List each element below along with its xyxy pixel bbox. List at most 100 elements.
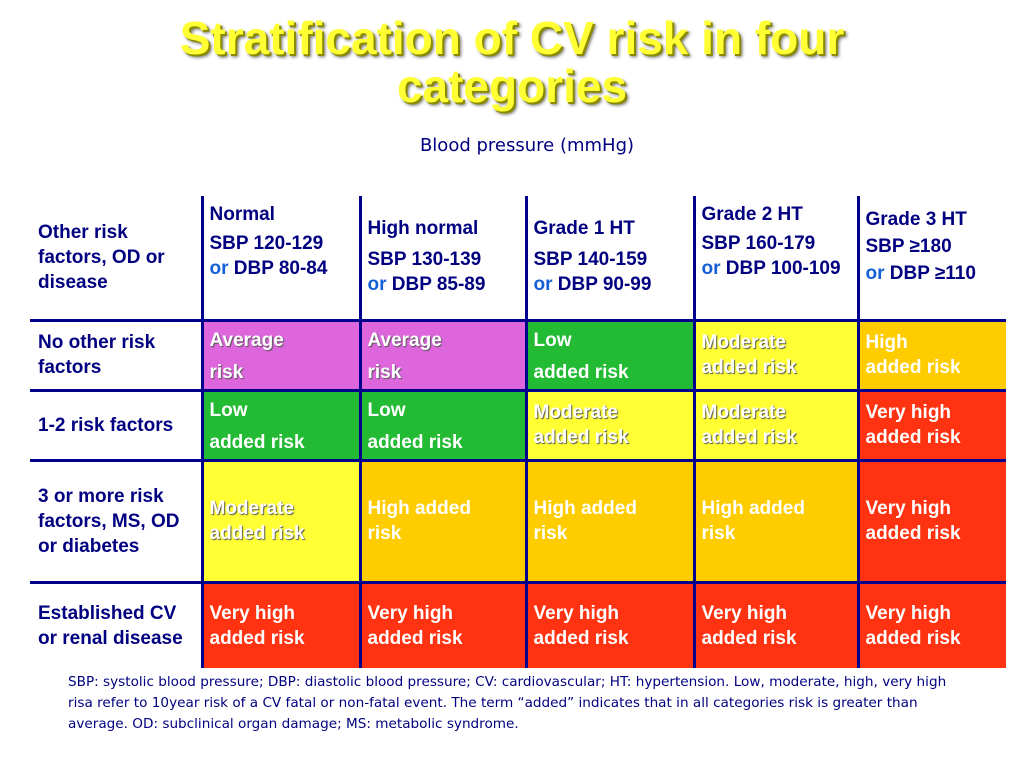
risk-cell-line-2: added risk xyxy=(533,627,629,649)
column-or: or xyxy=(209,258,229,279)
risk-cell: Moderate added risk xyxy=(692,388,858,460)
risk-cell: High added risk xyxy=(358,458,526,582)
risk-cell: Very high added risk xyxy=(692,580,858,668)
row-label: Established CV or renal disease xyxy=(30,580,202,668)
risk-cell-line-1: Very high xyxy=(865,402,952,423)
slide-title: Stratification of CV risk in four catego… xyxy=(0,14,1024,110)
risk-cell: High added risk xyxy=(692,458,858,582)
blood-pressure-caption: Blood pressure (mmHg) xyxy=(419,135,635,156)
risk-cell-line-1: High added xyxy=(533,498,637,519)
column-sbp: SBP 160-179 xyxy=(701,233,816,254)
column-dbp-1: DBP ≥110 xyxy=(889,263,976,284)
risk-cell-line-1: Very high xyxy=(367,602,454,624)
column-or: or xyxy=(701,258,721,279)
risk-cell-line-1: Low xyxy=(533,329,572,351)
column-name: High normal xyxy=(367,218,479,239)
risk-row-established-disease: Established CV or renal disease Very hig… xyxy=(30,580,1006,668)
risk-cell: Moderate added risk xyxy=(524,388,694,460)
risk-cell: Very high added risk xyxy=(856,458,1006,582)
risk-cell-line-1: Low xyxy=(209,399,248,421)
column-dbp: DBP 80-84 xyxy=(233,258,328,279)
risk-cell-line-1: High added xyxy=(701,498,805,519)
header-row: Other risk factors, OD or disease Normal… xyxy=(30,196,1006,320)
risk-cell-line-1: High added xyxy=(367,498,471,519)
risk-cell-line-2: added risk xyxy=(865,427,961,448)
risk-row-1-2-factors: 1-2 risk factors Low added risk Low added … xyxy=(30,388,1006,460)
risk-cell-line-1: Very high xyxy=(865,602,952,624)
risk-cell-line-2: risk xyxy=(533,523,568,544)
risk-cell: Very high added risk xyxy=(524,580,694,668)
risk-cell-line-2: risk xyxy=(209,361,244,383)
risk-cell-line-1: Average xyxy=(367,329,442,351)
risk-cell-line-2: added risk xyxy=(209,627,305,649)
risk-cell-line-2: added risk xyxy=(865,357,961,378)
risk-cell-line-1: Average xyxy=(209,329,284,351)
column-or: or xyxy=(865,263,885,284)
risk-cell-line-2: added risk xyxy=(701,427,797,448)
risk-cell-line-2: risk xyxy=(367,361,402,383)
column-name: Normal xyxy=(209,204,275,225)
risk-row-no-other-factors: No other risk factors Average risk Averag… xyxy=(30,318,1006,390)
column-header-grade-3: Grade 3 HT SBP ≥180 or DBP ≥110 xyxy=(856,196,1006,320)
column-or: or xyxy=(533,274,553,295)
risk-cell: Very high added risk xyxy=(358,580,526,668)
risk-cell: Average risk xyxy=(358,318,526,390)
risk-cell: High added risk xyxy=(524,458,694,582)
risk-cell-line-1: Very high xyxy=(209,602,296,624)
column-dbp: DBP 100-109 xyxy=(725,258,841,279)
risk-cell-line-2: added risk xyxy=(865,523,961,544)
risk-cell: Low added risk xyxy=(358,388,526,460)
risk-cell: Very high added risk xyxy=(856,580,1006,668)
row-label: 1-2 risk factors xyxy=(30,388,202,460)
risk-cell: Very high added risk xyxy=(856,388,1006,460)
risk-cell-line-2: added risk xyxy=(367,627,463,649)
column-sbp: SBP 130-139 xyxy=(367,249,482,270)
column-sbp: SBP 120-129 xyxy=(209,233,324,254)
risk-cell-line-1: Very high xyxy=(533,602,620,624)
row-label: 3 or more risk factors, MS, OD or diabet… xyxy=(30,458,202,582)
risk-cell: Average risk xyxy=(200,318,360,390)
risk-cell-line-1: Moderate xyxy=(533,402,618,423)
risk-cell-line-2: added risk xyxy=(701,357,797,378)
risk-cell: Low added risk xyxy=(200,388,360,460)
risk-cell: High added risk xyxy=(856,318,1006,390)
column-name: Grade 3 HT xyxy=(865,209,967,230)
risk-cell-line-1: Moderate xyxy=(209,498,294,519)
column-dbp: DBP 90-99 xyxy=(557,274,652,295)
column-header-grade-2: Grade 2 HT SBP 160-179 or DBP 100-109 xyxy=(692,196,858,320)
risk-cell-line-1: Moderate xyxy=(701,332,786,353)
risk-cell: Moderate added risk xyxy=(692,318,858,390)
column-dbp: DBP 85-89 xyxy=(391,274,486,295)
risk-stratification-table: Other risk factors, OD or disease Normal… xyxy=(30,196,1006,668)
risk-cell-line-2: added risk xyxy=(533,427,629,448)
column-name: Grade 2 HT xyxy=(701,204,803,225)
risk-cell: Moderate added risk xyxy=(200,458,360,582)
risk-cell-line-2: added risk xyxy=(701,627,797,649)
column-sbp: SBP 140-159 xyxy=(533,249,648,270)
column-header-high-normal: High normal SBP 130-139 or DBP 85-89 xyxy=(358,196,526,320)
risk-row-3-or-more-factors: 3 or more risk factors, MS, OD or diabet… xyxy=(30,458,1006,582)
risk-cell-line-2: risk xyxy=(367,523,402,544)
risk-cell-line-1: Low xyxy=(367,399,406,421)
risk-cell-line-2: added risk xyxy=(209,431,305,453)
column-sbp: SBP ≥180 xyxy=(865,236,952,257)
corner-label: Other risk factors, OD or disease xyxy=(38,221,165,293)
footnote: SBP: systolic blood pressure; DBP: diast… xyxy=(68,674,947,732)
risk-cell-line-2: added risk xyxy=(533,361,629,383)
risk-cell-line-1: Very high xyxy=(865,498,952,519)
risk-cell: Very high added risk xyxy=(200,580,360,668)
risk-cell-line-1: Moderate xyxy=(701,402,786,423)
risk-cell-line-2: risk xyxy=(701,523,736,544)
risk-cell-line-1: Very high xyxy=(701,602,788,624)
column-or: or xyxy=(367,274,387,295)
column-name: Grade 1 HT xyxy=(533,218,635,239)
risk-cell-line-2: added risk xyxy=(209,523,305,544)
risk-cell-line-1: High xyxy=(865,332,908,353)
column-header-grade-1: Grade 1 HT SBP 140-159 or DBP 90-99 xyxy=(524,196,694,320)
row-label: No other risk factors xyxy=(30,318,202,390)
column-header-normal: Normal SBP 120-129 or DBP 80-84 xyxy=(200,196,360,320)
risk-cell: Low added risk xyxy=(524,318,694,390)
risk-cell-line-2: added risk xyxy=(367,431,463,453)
slide-title-line-2: categories xyxy=(396,60,628,112)
slide-title-line-1: Stratification of CV risk in four xyxy=(179,12,845,64)
